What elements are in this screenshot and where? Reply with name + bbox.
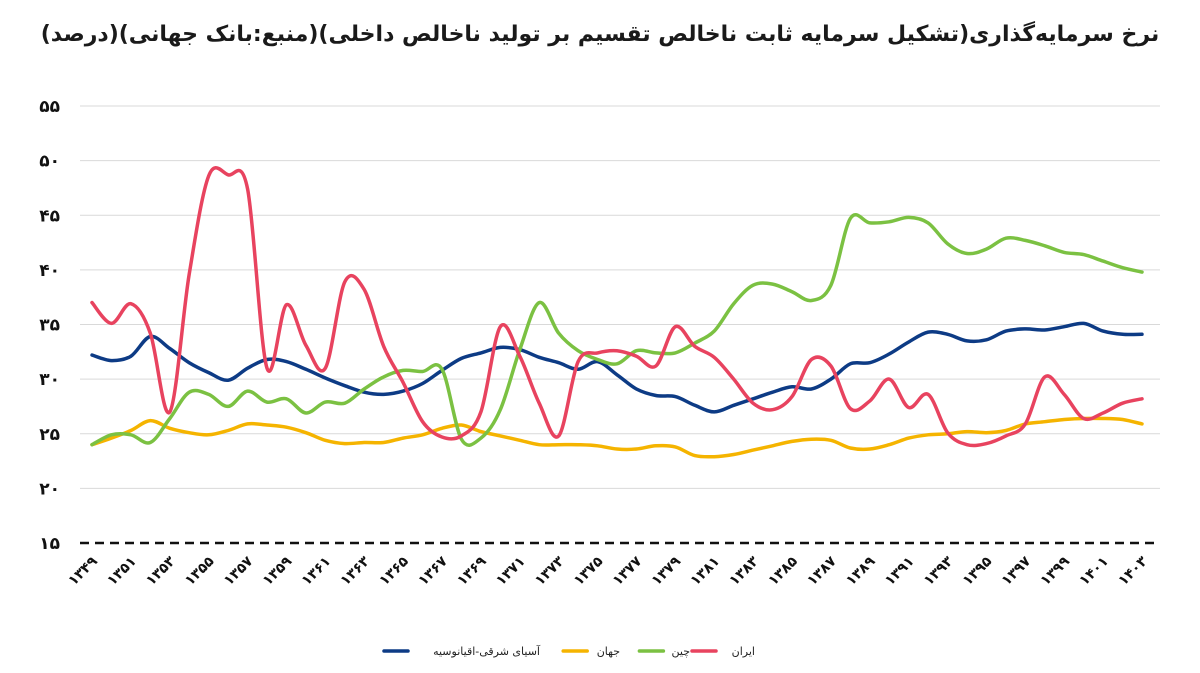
- x-tick-label: ۱۳۵۵: [182, 553, 218, 589]
- x-tick-label: ۱۳۸۳: [726, 553, 762, 589]
- x-tick-label: ۱۳۵۹: [260, 553, 296, 589]
- x-tick-label: ۱۳۷۳: [532, 553, 568, 589]
- x-tick-label: ۱۳۷۹: [649, 553, 685, 589]
- legend-label: چین: [672, 645, 691, 658]
- series-line-3: [90, 166, 1144, 448]
- series-line-2: [90, 213, 1144, 447]
- y-tick-label: ۳۰: [39, 370, 60, 390]
- x-tick-label: ۱۳۵۳: [143, 553, 179, 589]
- x-tick-label: ۱۳۶۳: [338, 553, 374, 589]
- x-tick-label: ۱۳۶۱: [299, 554, 334, 589]
- x-tick-label: ۱۳۶۹: [454, 553, 490, 589]
- y-tick-label: ۴۰: [39, 261, 60, 281]
- x-tick-label: ۱۳۹۱: [882, 554, 917, 589]
- legend-label: ایران: [732, 645, 755, 658]
- gridlines: [80, 105, 1160, 545]
- y-tick-label: ۲۵: [39, 425, 60, 445]
- y-tick-label: ۲۰: [39, 479, 60, 499]
- x-tick-label: ۱۳۸۹: [843, 553, 879, 589]
- x-tick-label: ۱۳۸۵: [765, 553, 801, 589]
- x-tick-label: ۱۳۹۳: [921, 553, 957, 589]
- x-tick-label: ۱۳۹۷: [999, 553, 1035, 589]
- x-tick-label: ۱۳۹۵: [960, 553, 996, 589]
- x-tick-label: ۱۳۷۱: [493, 554, 528, 589]
- y-tick-label: ۳۵: [39, 316, 60, 336]
- x-tick-label: ۱۳۷۵: [571, 553, 607, 589]
- legend-label: جهان: [597, 645, 620, 658]
- y-tick-label: ۴۵: [39, 206, 60, 226]
- series-line-1: [90, 416, 1144, 459]
- x-tick-label: ۱۴۰۱: [1076, 554, 1111, 589]
- x-tick-label: ۱۳۸۱: [688, 554, 723, 589]
- x-tick-label: ۱۳۸۷: [804, 553, 840, 589]
- x-tick-label: ۱۳۹۹: [1038, 553, 1074, 589]
- x-tick-label: ۱۳۶۵: [376, 553, 412, 589]
- x-tick-label: ۱۳۷۷: [610, 553, 646, 589]
- chart-title: نرخ سرمایه‌گذاری(تشکیل سرمایه ثابت ناخال…: [40, 22, 1160, 47]
- y-tick-label: ۱۵: [39, 534, 60, 554]
- x-tick-label: ۱۳۴۹: [65, 553, 101, 589]
- y-tick-label: ۵۵: [39, 97, 60, 117]
- y-tick-label: ۵۰: [39, 152, 60, 172]
- legend-label: آسیای شرقی-اقیانوسیه: [433, 644, 541, 658]
- x-tick-label: ۱۳۶۷: [415, 553, 451, 589]
- series-line-0: [90, 321, 1144, 414]
- x-tick-label: ۱۴۰۳: [1115, 553, 1151, 589]
- x-tick-label: ۱۳۵۱: [104, 554, 139, 589]
- x-tick-label: ۱۳۵۷: [221, 553, 257, 589]
